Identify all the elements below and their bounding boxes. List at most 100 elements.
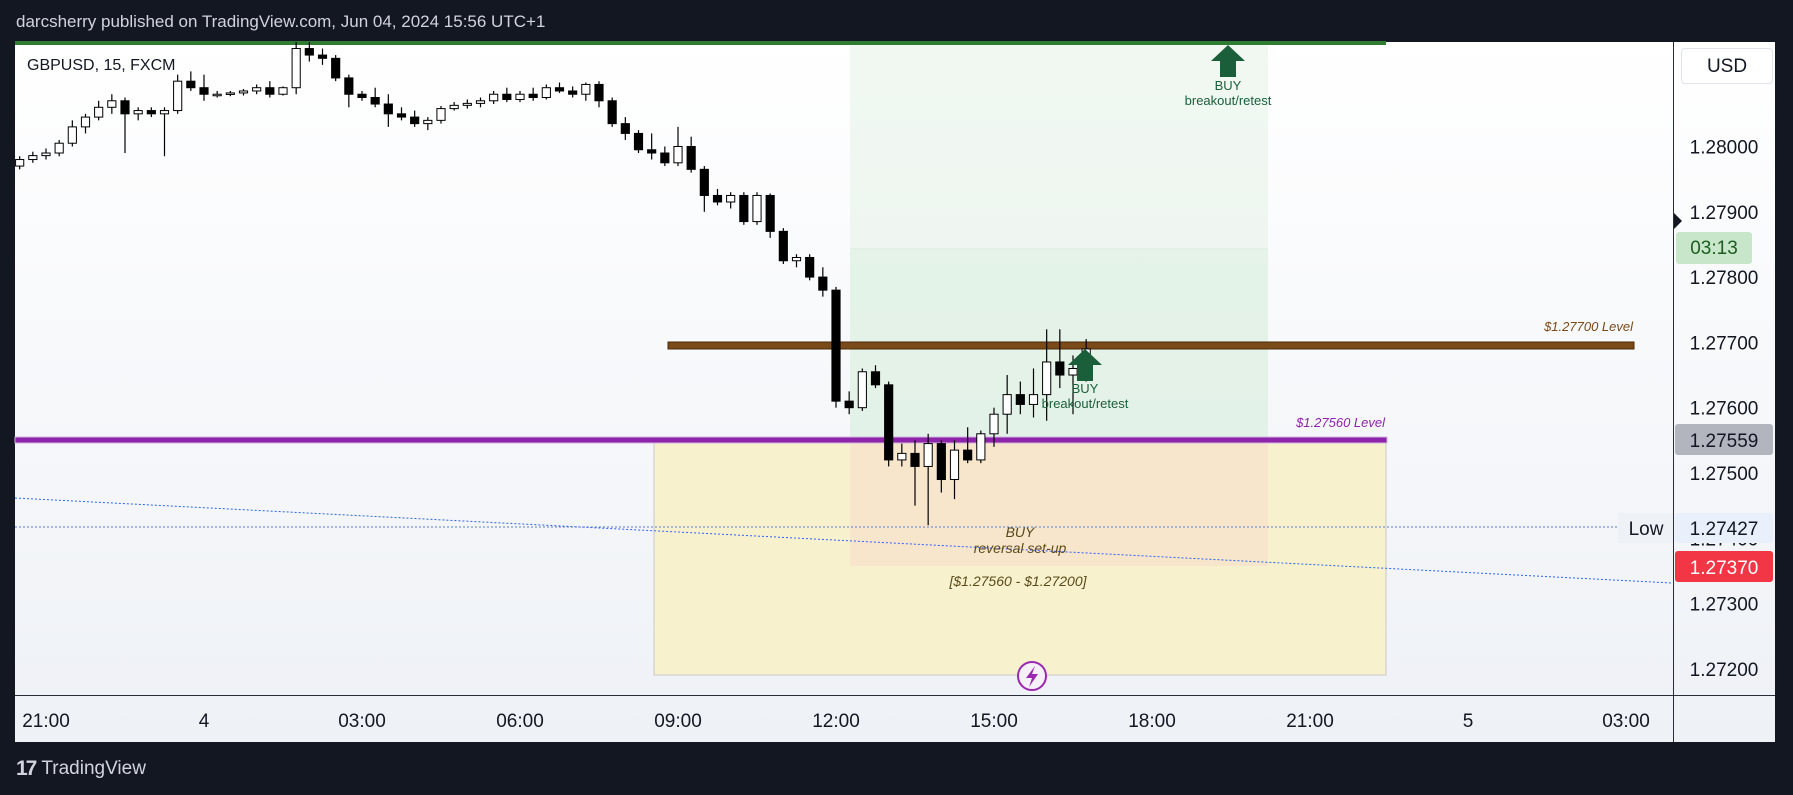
candle-body	[383, 103, 393, 115]
candle-body	[660, 152, 670, 164]
candle-body	[949, 449, 960, 481]
candle-body	[607, 100, 617, 125]
candle-body	[554, 87, 565, 92]
candle-body	[897, 452, 907, 461]
candle-body	[884, 384, 894, 461]
lightning-icon[interactable]	[1017, 661, 1047, 691]
buy-zone-top	[850, 42, 1268, 250]
descending-trendline	[14, 497, 1673, 584]
candle	[304, 42, 314, 62]
level-tag-bg	[1675, 424, 1773, 455]
candle	[199, 74, 209, 101]
price-tick-label: 1.27700	[1690, 333, 1759, 354]
candle	[383, 94, 393, 127]
candle	[212, 90, 222, 98]
publisher-line: darcsherry published on TradingView.com,…	[16, 12, 546, 31]
candle-body	[107, 100, 117, 108]
candle	[805, 254, 815, 281]
candle	[186, 71, 196, 91]
candle-body	[647, 149, 657, 154]
candle-body	[173, 80, 183, 112]
candle	[94, 100, 104, 121]
candle-body	[857, 371, 867, 409]
candle	[765, 193, 775, 238]
candle	[265, 81, 275, 98]
time-tick-label: 21:00	[1286, 711, 1334, 732]
candle	[475, 97, 486, 108]
candle	[818, 267, 828, 297]
last-price-marker-icon	[1674, 213, 1682, 229]
candle	[936, 440, 946, 493]
candle	[528, 87, 538, 101]
candle	[541, 84, 551, 100]
candle-body	[212, 93, 222, 97]
price-tick-label: 1.27800	[1690, 268, 1759, 289]
candle	[396, 107, 407, 121]
candle-body	[1002, 394, 1012, 415]
candle-body	[133, 110, 143, 115]
candle	[752, 192, 762, 225]
candle	[594, 81, 604, 108]
candle-body	[568, 90, 578, 95]
currency-button[interactable]: USD	[1681, 48, 1773, 84]
candle	[1002, 375, 1012, 434]
candle-body	[791, 256, 802, 262]
candle	[647, 133, 657, 160]
candle	[949, 440, 960, 500]
candle-body	[752, 194, 762, 223]
candle	[923, 433, 933, 526]
candle	[238, 89, 249, 96]
candle-body	[436, 108, 446, 121]
candle	[686, 136, 696, 173]
countdown-tag-bg	[1676, 232, 1752, 264]
candle-body	[291, 48, 301, 89]
reversal-range: [$1.27560 - $1.27200]	[948, 573, 1087, 589]
candle	[1042, 329, 1052, 421]
candle-body	[541, 87, 551, 99]
candle	[1028, 368, 1039, 418]
candle	[515, 90, 525, 103]
buy-top-note: breakout/retest	[1185, 93, 1272, 108]
candle-body	[594, 83, 604, 102]
candle-body	[225, 92, 235, 95]
candle-body	[673, 145, 683, 164]
tradingview-logo-icon[interactable]: 17	[16, 756, 37, 780]
candle	[28, 151, 38, 163]
time-tick-label: 03:00	[338, 711, 386, 732]
candle-body	[699, 168, 709, 196]
time-tick-label: 4	[199, 711, 210, 732]
price-axis[interactable]: 1.28000 1.27900 1.27800 1.27700 1.27600 1.275…	[1690, 137, 1759, 680]
candle	[857, 368, 867, 411]
tradingview-brand[interactable]: TradingView	[41, 757, 146, 779]
candle	[712, 188, 723, 206]
candle-body	[1042, 361, 1052, 396]
candle-body	[159, 110, 170, 115]
buy-top-label: BUY	[1215, 78, 1242, 93]
candle	[423, 117, 433, 131]
buy-mid-note: breakout/retest	[1042, 396, 1129, 411]
low-caption-bg	[1618, 513, 1673, 543]
time-tick-label: 12:00	[812, 711, 860, 732]
candle	[554, 82, 565, 93]
candle-body	[515, 93, 525, 100]
time-axis-divider	[15, 695, 1775, 696]
up-arrow-icon	[1211, 45, 1245, 77]
candle-body	[252, 87, 262, 92]
price-tick-label: 1.27500	[1690, 464, 1759, 485]
time-axis[interactable]: 21:00 4 03:00 06:00 09:00 12:00 15:00 18:00 21:0…	[22, 711, 1650, 732]
publisher-header: darcsherry published on TradingView.com,…	[0, 0, 1793, 42]
candle-body	[15, 159, 25, 167]
candle	[831, 286, 841, 408]
footer: 17 TradingView	[0, 742, 1793, 795]
candle-body	[120, 100, 130, 115]
currency-label: USD	[1706, 56, 1748, 77]
symbol-label[interactable]: GBPUSD, 15, FXCM	[27, 57, 175, 74]
reversal-label: BUY	[1006, 524, 1036, 540]
candle-body	[581, 83, 591, 95]
low-caption: Low	[1629, 519, 1664, 540]
level-1-27700-line	[667, 341, 1635, 350]
buy-arrow-top	[1211, 45, 1245, 77]
candle-body	[870, 371, 881, 386]
time-tick-label: 5	[1463, 711, 1474, 732]
